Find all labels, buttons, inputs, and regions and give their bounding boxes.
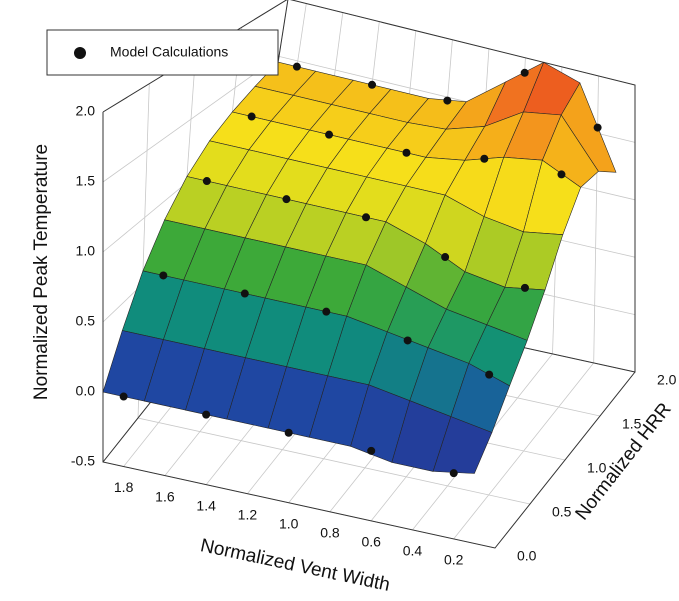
model-point (485, 370, 494, 379)
y-tick-label: 2.0 (657, 372, 677, 388)
model-point (441, 253, 450, 262)
model-point (362, 213, 371, 222)
model-point (480, 154, 489, 163)
model-point (202, 177, 211, 186)
x-tick-label: 1.2 (238, 506, 258, 522)
y-tick-label: 0.0 (517, 548, 537, 564)
x-tick-label: 0.2 (444, 552, 464, 568)
y-tick-label: 0.5 (552, 504, 572, 520)
legend-label: Model Calculations (110, 44, 228, 60)
model-point (520, 283, 529, 292)
model-point (247, 112, 256, 121)
model-point (292, 62, 301, 71)
model-point (520, 68, 529, 77)
x-tick-label: 0.4 (403, 543, 423, 559)
x-tick-label: 1.6 (155, 488, 175, 504)
model-point (367, 446, 376, 455)
z-tick-label: 0.0 (76, 383, 96, 399)
model-point (202, 410, 211, 419)
model-point (119, 392, 128, 401)
z-tick-label: -0.5 (71, 453, 95, 469)
model-point (402, 148, 411, 157)
x-tick-label: 1.4 (196, 497, 216, 513)
model-point (557, 170, 566, 179)
box-edge (102, 112, 636, 549)
x-tick-label: 0.8 (320, 524, 340, 540)
tick-labels: -0.5 0.0 0.5 1.0 1.5 2.0 0.2 0.4 0.6 0.8 1.0 1.2 1.4… (71, 103, 677, 568)
scatter-points (119, 62, 602, 478)
z-tick-label: 2.0 (76, 103, 96, 119)
model-point (368, 80, 377, 89)
x-tick-label: 1.0 (279, 515, 299, 531)
model-point (593, 123, 602, 132)
legend: Model Calculations (46, 29, 279, 76)
model-point (322, 307, 331, 316)
surface-cell (432, 416, 493, 474)
surface (102, 61, 617, 474)
model-point (284, 428, 293, 437)
y-tick-label: 1.5 (622, 416, 642, 432)
model-point (443, 96, 452, 105)
model-point (449, 469, 458, 478)
z-tick-label: 1.5 (76, 173, 96, 189)
x-tick-label: 1.8 (114, 479, 134, 495)
z-tick-label: 0.5 (76, 313, 96, 329)
legend-marker (74, 47, 86, 59)
model-point (240, 289, 249, 298)
z-tick-label: 1.0 (76, 243, 96, 259)
model-point (282, 195, 291, 204)
y-tick-label: 1.0 (587, 460, 607, 476)
model-point (325, 130, 334, 139)
model-point (403, 336, 412, 345)
z-axis-title: Normalized Peak Temperature (31, 144, 52, 400)
x-tick-label: 0.6 (361, 534, 381, 550)
model-point (159, 271, 168, 280)
